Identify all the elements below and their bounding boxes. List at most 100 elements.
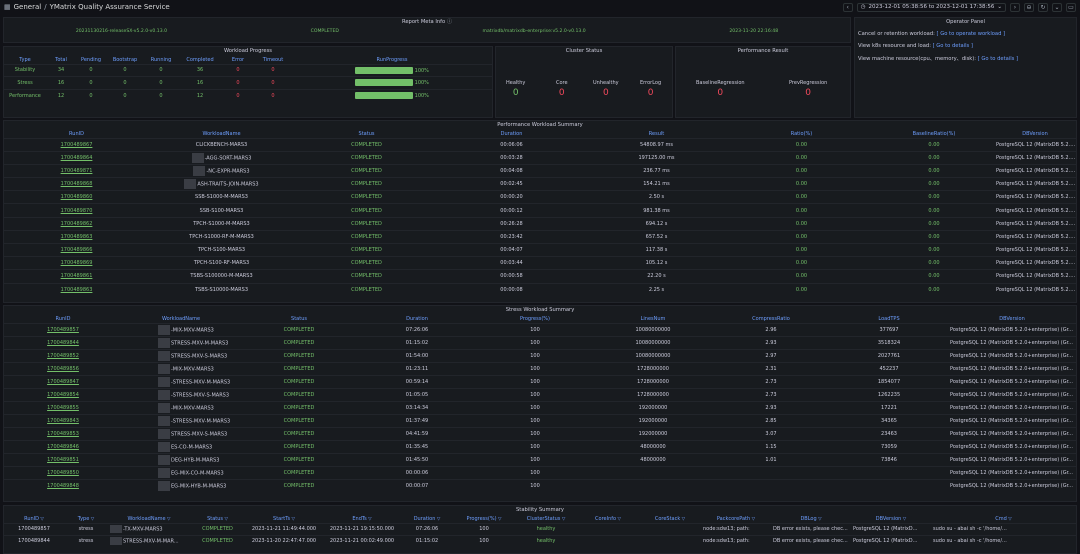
filter-icon[interactable]: ▽ bbox=[165, 516, 171, 522]
run-id-link[interactable]: 1700489848 bbox=[47, 482, 79, 489]
run-id-link[interactable]: 1700489867 bbox=[60, 141, 93, 148]
stress-col-header[interactable]: Status bbox=[291, 315, 307, 322]
filter-icon[interactable]: ▽ bbox=[89, 516, 95, 522]
run-id-link[interactable]: 1700489855 bbox=[47, 404, 79, 411]
chevron-right-icon[interactable]: › bbox=[1010, 2, 1020, 12]
filter-icon[interactable]: ▽ bbox=[816, 516, 822, 522]
filter-icon[interactable]: ▽ bbox=[223, 516, 228, 522]
filter-icon[interactable]: ▽ bbox=[616, 516, 621, 522]
refresh-icon[interactable]: ↻ bbox=[1038, 2, 1048, 12]
table-cell[interactable]: 1700489850 bbox=[4, 465, 122, 479]
filter-icon[interactable]: ▽ bbox=[680, 516, 686, 522]
table-cell[interactable]: 1700489857 bbox=[4, 322, 122, 336]
run-id-link[interactable]: 1700489851 bbox=[47, 456, 79, 463]
run-id-link[interactable]: 1700489852 bbox=[47, 352, 79, 359]
filter-icon[interactable]: ▽ bbox=[496, 516, 502, 522]
run-id-link[interactable]: 1700489854 bbox=[47, 391, 79, 398]
stress-col-header[interactable]: RunID bbox=[55, 315, 71, 322]
perf-col-header[interactable]: DBVersion bbox=[1022, 130, 1048, 137]
table-cell[interactable]: 1700489863 bbox=[4, 229, 149, 244]
stress-col-header[interactable]: Progress(%) bbox=[520, 315, 550, 322]
run-id-link[interactable]: 1700489863 bbox=[60, 233, 93, 240]
stress-col-header[interactable]: WorkloadName bbox=[161, 315, 201, 322]
breadcrumb[interactable]: General bbox=[13, 3, 42, 11]
run-id-link[interactable]: 1700489864 bbox=[60, 154, 93, 161]
perf-col-header[interactable]: Duration bbox=[500, 130, 523, 137]
table-cell[interactable]: 1700489860 bbox=[4, 190, 149, 204]
stability-col-header[interactable]: Duration ▽ bbox=[401, 515, 453, 523]
perf-col-header[interactable]: Status bbox=[358, 130, 375, 137]
perf-col-header[interactable]: Result bbox=[648, 130, 665, 137]
table-cell[interactable]: 1700489846 bbox=[4, 439, 122, 453]
table-cell[interactable]: 1700489847 bbox=[4, 374, 122, 388]
run-id-link[interactable]: 1700489863 bbox=[60, 286, 93, 293]
filter-icon[interactable]: ▽ bbox=[1006, 516, 1012, 522]
run-id-link[interactable]: 1700489850 bbox=[47, 469, 79, 476]
table-cell[interactable]: 1700489851 bbox=[4, 452, 122, 466]
table-cell[interactable]: 1700489871 bbox=[4, 163, 149, 178]
stability-col-header[interactable]: Cmd ▽ bbox=[931, 515, 1076, 523]
table-cell[interactable]: 1700489844 bbox=[4, 335, 122, 349]
tv-mode-icon[interactable]: ▭ bbox=[1066, 2, 1076, 12]
filter-icon[interactable]: ▽ bbox=[290, 516, 295, 522]
run-id-link[interactable]: 1700489844 bbox=[47, 339, 79, 346]
table-cell[interactable]: 1700489864 bbox=[4, 150, 149, 165]
filter-icon[interactable]: ▽ bbox=[435, 516, 441, 522]
table-cell[interactable]: 1700489843 bbox=[4, 413, 122, 427]
run-id-link[interactable]: 1700489853 bbox=[47, 430, 79, 437]
run-id-link[interactable]: 1700489856 bbox=[47, 365, 79, 372]
run-id-link[interactable]: 1700489857 bbox=[47, 326, 79, 333]
run-id-link[interactable]: 1700489860 bbox=[60, 194, 93, 201]
table-cell[interactable]: 1700489867 bbox=[4, 137, 149, 152]
stress-col-header[interactable]: Duration bbox=[406, 315, 428, 322]
run-id-link[interactable]: 1700489866 bbox=[60, 247, 93, 254]
stability-col-header[interactable]: RunID ▽ bbox=[4, 515, 64, 523]
run-id-link[interactable]: 1700489847 bbox=[47, 378, 79, 385]
chevron-left-icon[interactable]: ‹ bbox=[842, 2, 853, 12]
zoom-out-icon[interactable]: ⊖ bbox=[1024, 2, 1034, 12]
perf-col-header[interactable]: WorkloadName bbox=[202, 130, 241, 137]
apps-icon[interactable]: ▦ bbox=[4, 3, 11, 11]
run-id-link[interactable]: 1700489870 bbox=[60, 207, 93, 214]
run-id-link[interactable]: 1700489862 bbox=[60, 220, 93, 227]
table-cell[interactable]: 1700489868 bbox=[4, 177, 149, 191]
perf-col-header[interactable]: Ratio(%) bbox=[790, 130, 813, 137]
run-id-link[interactable]: 1700489861 bbox=[60, 273, 93, 280]
stability-col-header[interactable]: Status ▽ bbox=[190, 515, 245, 523]
operate-workload-link[interactable]: [ Go to operate workload ] bbox=[936, 31, 1006, 37]
stability-col-header[interactable]: ClusterStatus ▽ bbox=[515, 515, 577, 523]
run-id-link[interactable]: 1700489868 bbox=[60, 181, 93, 188]
run-id-link[interactable]: 1700489843 bbox=[47, 417, 79, 424]
stability-col-header[interactable]: EndTs ▽ bbox=[323, 515, 401, 523]
table-cell[interactable]: 1700489848 bbox=[4, 478, 122, 492]
stability-col-header[interactable]: CoreStack ▽ bbox=[639, 515, 701, 523]
stability-col-header[interactable]: StartTs ▽ bbox=[245, 515, 323, 523]
table-cell[interactable]: 1700489863 bbox=[4, 282, 149, 297]
filter-icon[interactable]: ▽ bbox=[366, 516, 372, 522]
run-id-link[interactable]: 1700489871 bbox=[60, 167, 93, 174]
time-range-picker[interactable]: ◷ 2023-12-01 05:38:56 to 2023-12-01 17:3… bbox=[856, 2, 1006, 12]
table-cell[interactable]: 1700489862 bbox=[4, 216, 149, 231]
filter-icon[interactable]: ▽ bbox=[750, 516, 756, 522]
stress-col-header[interactable]: CompressRatio bbox=[752, 315, 790, 322]
table-cell[interactable]: 1700489856 bbox=[4, 361, 122, 375]
filter-icon[interactable]: ▽ bbox=[39, 516, 44, 522]
filter-icon[interactable]: ▽ bbox=[901, 516, 907, 522]
perf-col-header[interactable]: RunID bbox=[69, 130, 84, 137]
stability-col-header[interactable]: WorkloadName ▽ bbox=[108, 515, 190, 523]
run-id-link[interactable]: 1700489869 bbox=[60, 260, 93, 267]
stress-col-header[interactable]: LoadTPS bbox=[878, 315, 900, 322]
filter-icon[interactable]: ▽ bbox=[560, 516, 566, 522]
run-id-link[interactable]: 1700489846 bbox=[47, 443, 79, 450]
table-cell[interactable]: 1700489861 bbox=[4, 269, 149, 284]
stability-col-header[interactable]: PackcorePath ▽ bbox=[701, 515, 771, 523]
table-cell[interactable]: 1700489869 bbox=[4, 256, 149, 270]
stability-col-header[interactable]: DBLog ▽ bbox=[771, 515, 851, 523]
refresh-interval-icon[interactable]: ⌄ bbox=[1052, 2, 1062, 12]
stress-col-header[interactable]: DBVersion bbox=[999, 315, 1025, 322]
perf-col-header[interactable]: BaselineRatio(%) bbox=[912, 130, 956, 137]
stress-col-header[interactable]: LinesNum bbox=[640, 315, 666, 322]
k8s-details-link[interactable]: [ Go to details ] bbox=[932, 43, 973, 49]
machine-details-link[interactable]: [ Go to details ] bbox=[977, 56, 1019, 62]
stability-col-header[interactable]: CoreInfo ▽ bbox=[577, 515, 639, 523]
